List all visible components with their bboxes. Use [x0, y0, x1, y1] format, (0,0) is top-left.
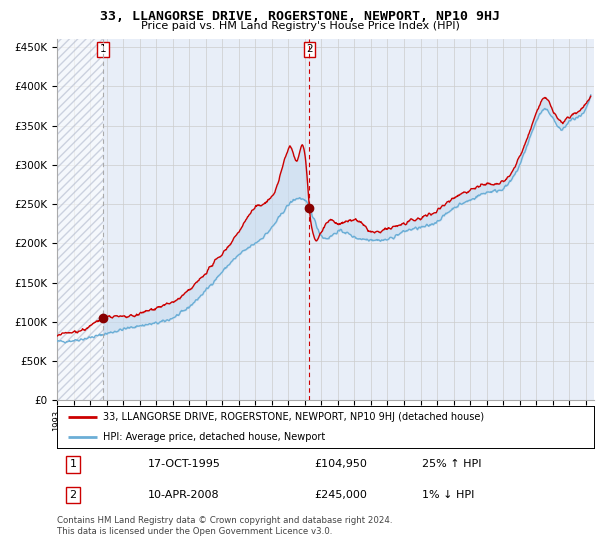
Text: HPI: Average price, detached house, Newport: HPI: Average price, detached house, Newp…: [103, 432, 325, 442]
Bar: [57, 39, 103, 400]
Text: 17-OCT-1995: 17-OCT-1995: [148, 459, 221, 469]
Text: Contains HM Land Registry data © Crown copyright and database right 2024.
This d: Contains HM Land Registry data © Crown c…: [57, 516, 392, 536]
Text: 10-APR-2008: 10-APR-2008: [148, 490, 220, 500]
Text: 1: 1: [70, 459, 77, 469]
Text: £245,000: £245,000: [315, 490, 368, 500]
Text: 1: 1: [100, 44, 107, 54]
Text: 25% ↑ HPI: 25% ↑ HPI: [422, 459, 482, 469]
Text: £104,950: £104,950: [315, 459, 368, 469]
Text: 1% ↓ HPI: 1% ↓ HPI: [422, 490, 475, 500]
Text: 2: 2: [306, 44, 313, 54]
Text: 2: 2: [70, 490, 77, 500]
Text: 33, LLANGORSE DRIVE, ROGERSTONE, NEWPORT, NP10 9HJ: 33, LLANGORSE DRIVE, ROGERSTONE, NEWPORT…: [100, 10, 500, 22]
Text: 33, LLANGORSE DRIVE, ROGERSTONE, NEWPORT, NP10 9HJ (detached house): 33, LLANGORSE DRIVE, ROGERSTONE, NEWPORT…: [103, 412, 484, 422]
Text: Price paid vs. HM Land Registry's House Price Index (HPI): Price paid vs. HM Land Registry's House …: [140, 21, 460, 31]
